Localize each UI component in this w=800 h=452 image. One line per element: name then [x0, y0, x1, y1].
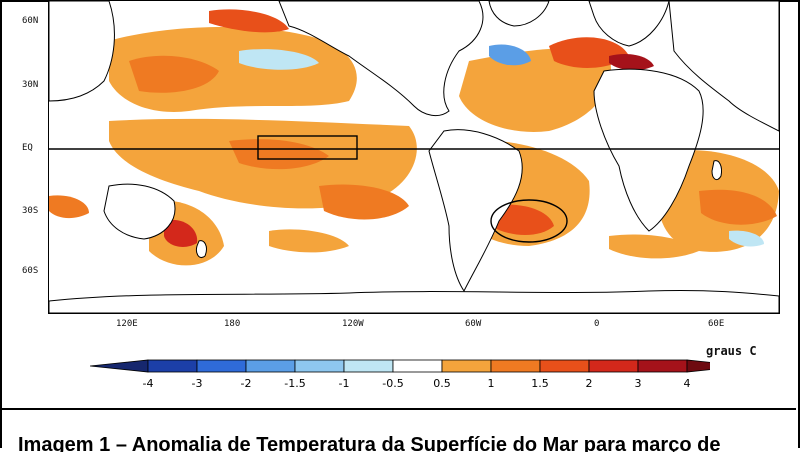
anomaly-indian-strong	[699, 189, 777, 225]
colorbar-segment	[147, 359, 198, 373]
land-antarctica	[49, 289, 779, 313]
land-asia-west	[49, 1, 115, 102]
lon-label-120w: 120W	[342, 319, 364, 329]
colorbar-label: -1	[338, 377, 350, 390]
colorbar-segment	[392, 359, 443, 373]
colorbar-segment	[294, 359, 345, 373]
lat-label-60s: 60S	[22, 266, 39, 276]
anomaly-north-pacific-strong	[129, 55, 219, 93]
nino-region-box	[257, 135, 358, 160]
lon-label-180: 180	[224, 319, 241, 329]
anomaly-south-pacific-2	[269, 229, 349, 253]
colorbar-segment	[490, 359, 541, 373]
anomaly-southern-cool	[729, 230, 764, 247]
colorbar-label: -0.5	[382, 377, 404, 390]
land-greenland	[488, 1, 550, 27]
lat-label-30n: 30N	[22, 80, 39, 90]
colorbar-label: 1.5	[531, 377, 549, 390]
colorbar-arrow-high	[686, 359, 710, 373]
anomaly-south-pacific	[319, 184, 409, 220]
anomaly-eq-pacific-strong	[229, 139, 329, 170]
caption-text: Imagem 1 – Anomalia de Temperatura da Su…	[18, 434, 721, 452]
colorbar-label: -2	[240, 377, 252, 390]
anomaly-southern-1	[49, 195, 89, 219]
anomaly-north-atlantic-cool	[489, 44, 531, 66]
anomaly-tasman-strong	[164, 219, 198, 247]
figure-caption: Imagem 1 – Anomalia de Temperatura da Su…	[0, 408, 796, 452]
map-canvas	[49, 1, 779, 313]
lat-label-60n: 60N	[22, 16, 39, 26]
colorbar-segment	[343, 359, 394, 373]
land	[49, 1, 779, 313]
land-australia	[103, 183, 176, 240]
colorbar	[90, 359, 710, 373]
colorbar-arrow-low	[90, 359, 149, 373]
land-africa	[593, 68, 704, 232]
colorbar-label: 0.5	[433, 377, 451, 390]
lat-label-eq: EQ	[22, 143, 33, 153]
land-asia	[668, 1, 779, 132]
south-atlantic-ellipse	[490, 199, 568, 243]
colorbar-label: -4	[142, 377, 154, 390]
colorbar-segment	[637, 359, 688, 373]
colorbar-segment	[588, 359, 639, 373]
colorbar-label: 1	[487, 377, 495, 390]
anomaly-mediterranean	[609, 54, 654, 71]
lon-label-60w: 60W	[465, 319, 482, 329]
colorbar-label: 4	[683, 377, 691, 390]
land-europe	[588, 1, 670, 47]
land-madagascar	[711, 160, 722, 181]
colorbar-segment	[196, 359, 247, 373]
land-new-zealand	[196, 240, 207, 259]
anomaly-alaska	[209, 9, 289, 33]
lon-label-120e: 120E	[116, 319, 138, 329]
land-north-america	[278, 1, 484, 117]
colorbar-label: 3	[634, 377, 642, 390]
lat-label-30s: 30S	[22, 206, 39, 216]
colorbar-label: -1.5	[284, 377, 306, 390]
land-south-america	[428, 129, 523, 292]
lon-label-0: 0	[594, 319, 600, 329]
colorbar-label: 2	[585, 377, 593, 390]
anomaly-north-atlantic	[459, 48, 611, 132]
colorbar-label: -3	[191, 377, 203, 390]
colorbar-segment	[245, 359, 296, 373]
lon-label-60e: 60E	[708, 319, 725, 329]
sst-anomaly-map	[48, 0, 780, 314]
anomaly-southern-2	[609, 234, 699, 259]
colorbar-segment	[441, 359, 492, 373]
colorbar-units: graus C	[706, 344, 757, 358]
colorbar-segment	[539, 359, 590, 373]
anomaly-north-pacific-cool	[239, 49, 319, 70]
